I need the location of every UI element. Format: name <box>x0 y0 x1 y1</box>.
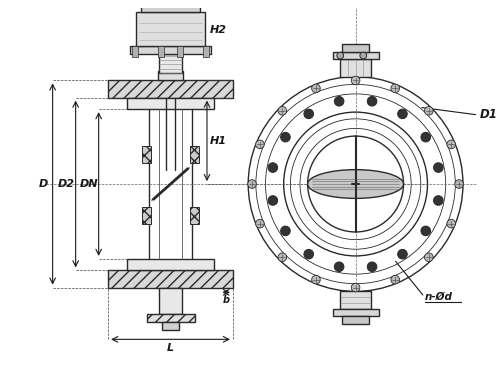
Circle shape <box>304 109 314 119</box>
Bar <box>128 259 214 270</box>
Bar <box>146 314 194 322</box>
Circle shape <box>398 109 407 119</box>
Bar <box>142 146 152 163</box>
Circle shape <box>421 132 430 142</box>
Bar <box>142 207 152 224</box>
Text: b: b <box>222 295 230 305</box>
Circle shape <box>447 140 456 149</box>
Circle shape <box>268 196 278 205</box>
Text: DN: DN <box>80 179 98 189</box>
Text: n-Ød: n-Ød <box>424 292 452 302</box>
Bar <box>126 0 216 1</box>
Text: D1: D1 <box>480 108 498 121</box>
Text: H2: H2 <box>210 25 227 35</box>
Circle shape <box>391 84 400 93</box>
Circle shape <box>312 275 320 284</box>
Circle shape <box>278 107 286 115</box>
Circle shape <box>424 253 433 262</box>
Circle shape <box>398 249 407 259</box>
Circle shape <box>256 140 264 149</box>
Bar <box>332 52 378 59</box>
Circle shape <box>280 132 290 142</box>
Bar <box>141 1 201 13</box>
Circle shape <box>360 52 366 59</box>
Circle shape <box>447 219 456 228</box>
Circle shape <box>455 180 464 188</box>
Bar <box>342 316 369 324</box>
Circle shape <box>424 107 433 115</box>
Bar <box>340 292 371 308</box>
Circle shape <box>352 283 360 292</box>
Circle shape <box>434 163 443 172</box>
Circle shape <box>248 180 256 188</box>
Bar <box>159 287 182 314</box>
Circle shape <box>337 52 344 59</box>
Circle shape <box>421 226 430 236</box>
Circle shape <box>368 262 377 272</box>
Bar <box>132 46 138 58</box>
Circle shape <box>280 226 290 236</box>
Bar <box>158 46 164 58</box>
Text: D2: D2 <box>58 179 74 189</box>
Circle shape <box>256 219 264 228</box>
Bar <box>159 54 182 73</box>
Bar <box>332 308 378 316</box>
Text: D: D <box>38 179 48 189</box>
Bar <box>178 46 183 58</box>
Circle shape <box>368 96 377 106</box>
Bar <box>340 59 371 77</box>
Bar <box>136 13 205 46</box>
Circle shape <box>334 96 344 106</box>
Circle shape <box>312 84 320 93</box>
Ellipse shape <box>308 170 404 199</box>
Circle shape <box>304 249 314 259</box>
Bar <box>108 270 233 287</box>
Circle shape <box>334 262 344 272</box>
Text: H1: H1 <box>210 136 227 146</box>
Bar <box>158 71 183 80</box>
Bar <box>162 322 179 330</box>
Bar <box>190 146 200 163</box>
Text: L: L <box>167 343 174 353</box>
Circle shape <box>278 253 286 262</box>
Circle shape <box>352 76 360 85</box>
Bar <box>108 80 233 98</box>
Circle shape <box>391 275 400 284</box>
Bar <box>130 46 211 54</box>
Bar <box>203 46 209 58</box>
Circle shape <box>434 196 443 205</box>
Bar <box>342 44 369 52</box>
Circle shape <box>268 163 278 172</box>
Bar <box>190 207 200 224</box>
Bar <box>128 98 214 109</box>
